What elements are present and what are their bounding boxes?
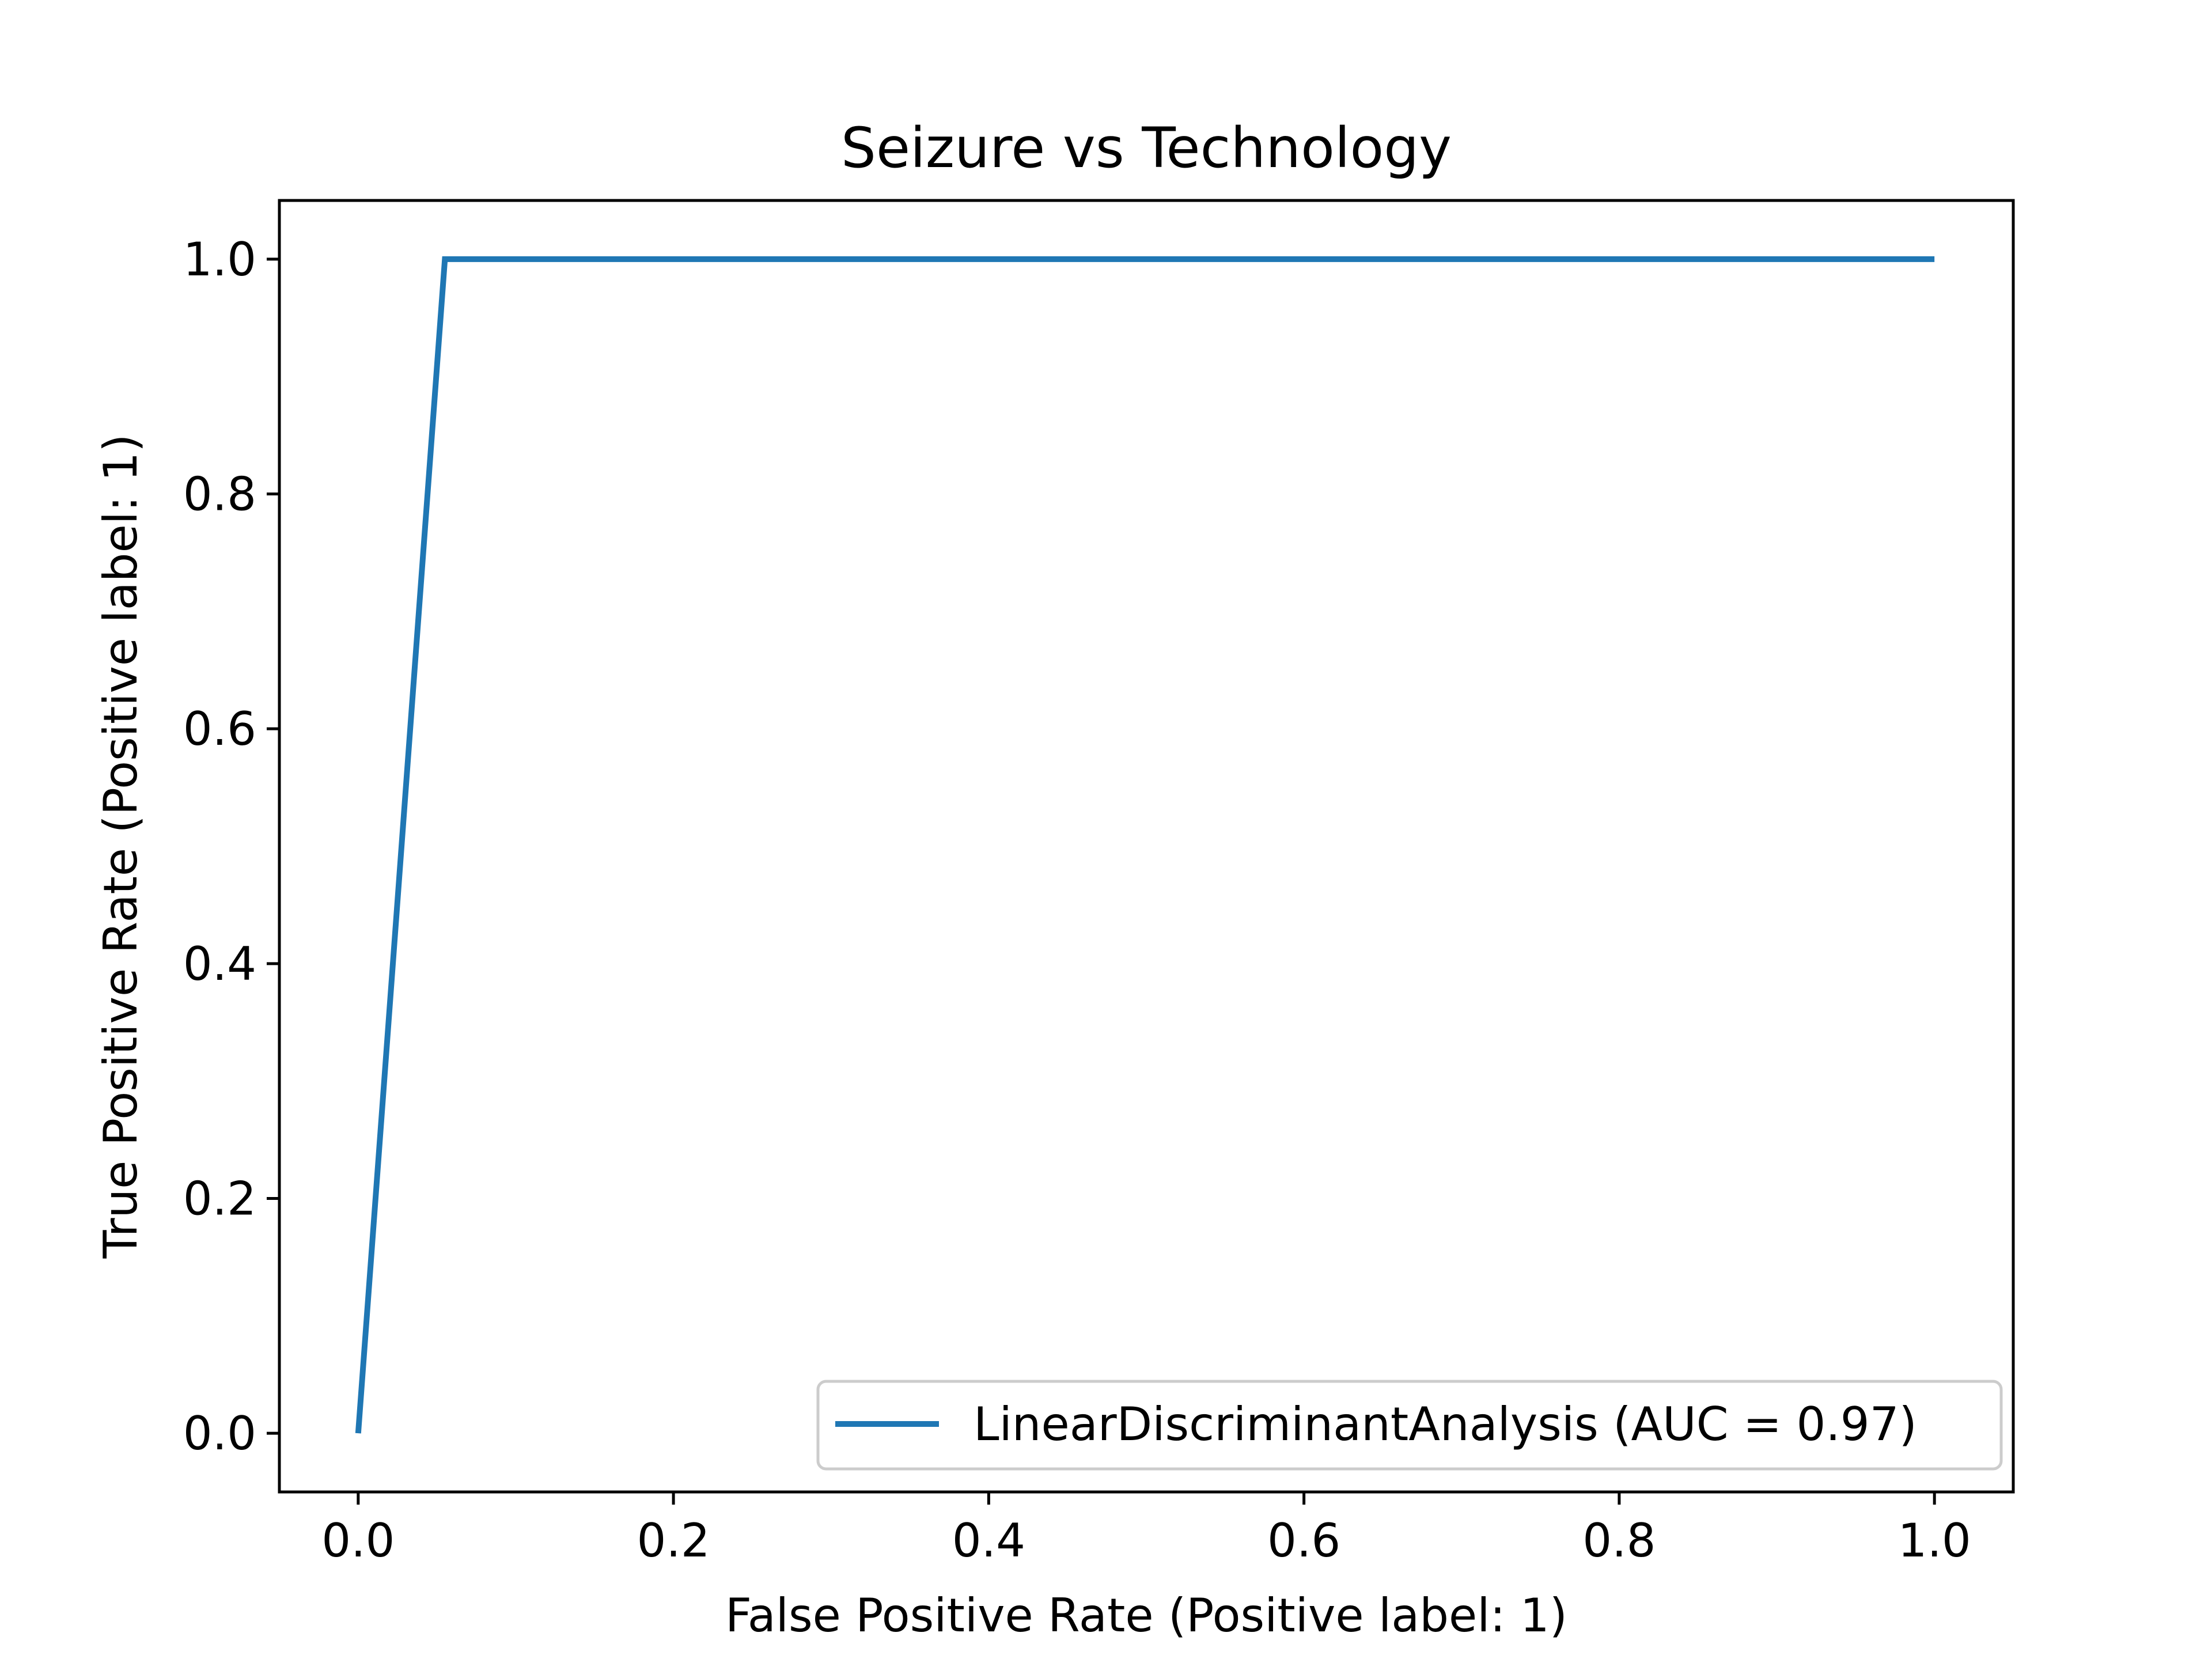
legend-box	[816, 1380, 2003, 1471]
x-tick-label: 0.0	[321, 1514, 395, 1567]
legend: LinearDiscriminantAnalysis (AUC = 0.97)	[816, 1380, 2003, 1471]
roc-curve-line	[355, 256, 1935, 1434]
x-tick-label: 0.8	[1582, 1514, 1656, 1567]
y-axis-ticks: 0.0 0.2 0.4 0.6 0.8 1.0	[183, 233, 279, 1460]
legend-label: LinearDiscriminantAnalysis (AUC = 0.97)	[974, 1397, 1917, 1451]
x-tick-label: 0.2	[637, 1514, 710, 1567]
y-tick-label: 0.0	[183, 1407, 256, 1460]
x-tick-label: 0.6	[1267, 1514, 1340, 1567]
x-axis-ticks: 0.0 0.2 0.4 0.6 0.8 1.0	[321, 1492, 1971, 1567]
x-tick-label: 0.4	[952, 1514, 1025, 1567]
y-axis-label: True Positive Rate (Positive label: 1)	[94, 434, 147, 1259]
y-tick-label: 1.0	[183, 233, 256, 286]
y-tick-label: 0.6	[183, 702, 256, 756]
x-tick-label: 1.0	[1898, 1514, 1971, 1567]
plot-area-frame	[278, 199, 2015, 1494]
y-tick-label: 0.2	[183, 1172, 256, 1225]
series-layer	[355, 256, 1935, 1434]
y-tick-label: 0.4	[183, 937, 256, 991]
x-axis-label: False Positive Rate (Positive label: 1)	[725, 1589, 1567, 1642]
chart-title: Seizure vs Technology	[841, 116, 1452, 180]
y-tick-label: 0.8	[183, 468, 256, 521]
